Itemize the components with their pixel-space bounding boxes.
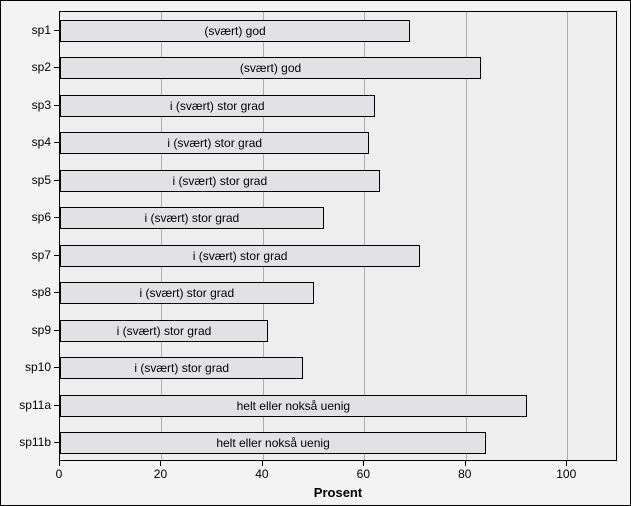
bar bbox=[60, 132, 369, 154]
y-tick-label: sp1 bbox=[1, 23, 51, 37]
x-tick-mark bbox=[465, 461, 466, 466]
chart-container: (svært) god(svært) godi (svært) stor gra… bbox=[0, 0, 631, 506]
y-tick-mark bbox=[54, 255, 59, 256]
y-tick-mark bbox=[54, 442, 59, 443]
y-tick-label: sp6 bbox=[1, 210, 51, 224]
plot-area: (svært) god(svært) godi (svært) stor gra… bbox=[59, 11, 617, 461]
y-tick-mark bbox=[54, 142, 59, 143]
y-tick-label: sp11a bbox=[1, 398, 51, 412]
y-tick-label: sp8 bbox=[1, 285, 51, 299]
y-tick-label: sp3 bbox=[1, 98, 51, 112]
x-tick-label: 100 bbox=[546, 467, 586, 481]
y-tick-label: sp5 bbox=[1, 173, 51, 187]
bar bbox=[60, 320, 268, 342]
bar bbox=[60, 95, 375, 117]
bar bbox=[60, 395, 527, 417]
x-tick-mark bbox=[262, 461, 263, 466]
y-tick-mark bbox=[54, 30, 59, 31]
x-tick-label: 0 bbox=[39, 467, 79, 481]
y-tick-mark bbox=[54, 67, 59, 68]
y-tick-mark bbox=[54, 292, 59, 293]
grid-line bbox=[364, 12, 365, 460]
bar bbox=[60, 207, 324, 229]
bar bbox=[60, 357, 303, 379]
bar bbox=[60, 20, 410, 42]
grid-line bbox=[466, 12, 467, 460]
y-tick-label: sp9 bbox=[1, 323, 51, 337]
x-tick-label: 60 bbox=[343, 467, 383, 481]
y-tick-mark bbox=[54, 405, 59, 406]
x-tick-mark bbox=[59, 461, 60, 466]
bar bbox=[60, 432, 486, 454]
y-tick-label: sp11b bbox=[1, 435, 51, 449]
x-tick-mark bbox=[566, 461, 567, 466]
x-tick-mark bbox=[160, 461, 161, 466]
bar bbox=[60, 245, 420, 267]
grid-line bbox=[161, 12, 162, 460]
x-tick-mark bbox=[363, 461, 364, 466]
y-tick-mark bbox=[54, 105, 59, 106]
y-tick-label: sp10 bbox=[1, 360, 51, 374]
x-tick-label: 40 bbox=[242, 467, 282, 481]
y-tick-mark bbox=[54, 180, 59, 181]
y-tick-mark bbox=[54, 330, 59, 331]
bar bbox=[60, 170, 380, 192]
grid-line bbox=[567, 12, 568, 460]
x-tick-label: 20 bbox=[140, 467, 180, 481]
x-axis-title: Prosent bbox=[59, 485, 617, 500]
y-tick-label: sp7 bbox=[1, 248, 51, 262]
y-tick-label: sp2 bbox=[1, 60, 51, 74]
grid-line bbox=[263, 12, 264, 460]
bar bbox=[60, 282, 314, 304]
y-tick-mark bbox=[54, 217, 59, 218]
x-tick-label: 80 bbox=[445, 467, 485, 481]
bar bbox=[60, 57, 481, 79]
y-tick-mark bbox=[54, 367, 59, 368]
y-tick-label: sp4 bbox=[1, 135, 51, 149]
